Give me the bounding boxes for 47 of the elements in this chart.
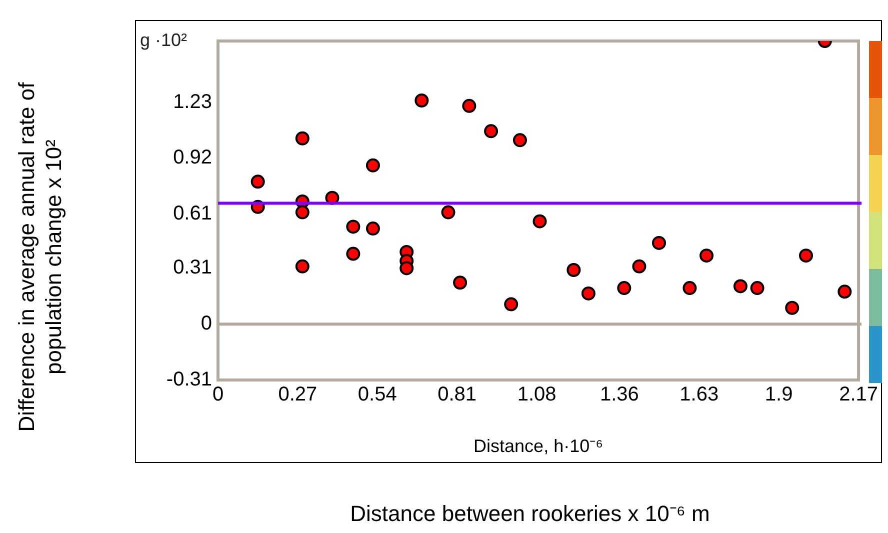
point: [733, 279, 748, 294]
point: [295, 205, 310, 220]
text: Distance between rookeries x 10⁻⁶ m: [349, 500, 711, 527]
point: [400, 261, 414, 276]
x-tick-label: 0.27: [278, 384, 318, 406]
point: [366, 222, 380, 236]
x-axis-title: Distance, h·10⁻⁶: [474, 436, 604, 456]
y-axis-title: Difference in average annual rate of population change x 10²: [13, 81, 67, 434]
point: [617, 281, 632, 296]
y-tick-label: 0: [200, 312, 212, 335]
x-tick-label: 1.63: [680, 384, 719, 406]
point: [798, 248, 813, 263]
point: [484, 124, 498, 138]
x-tick-label: 1.08: [517, 384, 556, 406]
point: [346, 246, 360, 261]
point: [785, 300, 800, 315]
point: [414, 94, 429, 108]
point: [652, 236, 666, 250]
y-tick-label: 1.23: [173, 90, 212, 113]
point: [581, 286, 596, 300]
point: [566, 263, 581, 278]
point: [462, 98, 476, 113]
y-tick-label: 0.92: [173, 146, 212, 169]
point: [346, 220, 360, 234]
x-tick-label: 0.81: [438, 384, 477, 406]
point: [295, 259, 310, 274]
x-tick-label: 0.54: [358, 384, 397, 406]
point: [512, 133, 527, 148]
x-tick-label: 2.17: [839, 384, 878, 406]
point: [682, 281, 697, 296]
point: [750, 281, 764, 296]
point: [366, 158, 380, 172]
y-tick-label: -0.31: [166, 368, 212, 391]
x-tick-label: 1.36: [600, 384, 639, 406]
y-tick-label: 0.31: [173, 256, 212, 279]
point: [632, 259, 646, 274]
point: [441, 205, 456, 220]
point: [838, 284, 852, 299]
point: [700, 248, 714, 263]
point: [532, 214, 547, 228]
point: [504, 297, 518, 312]
point: [453, 276, 468, 290]
point: [250, 174, 265, 189]
text: g ·10²: [140, 30, 188, 51]
x-tick-label: 1.9: [764, 384, 793, 406]
point: [295, 131, 310, 146]
y-tick-label: 0.61: [173, 202, 212, 225]
